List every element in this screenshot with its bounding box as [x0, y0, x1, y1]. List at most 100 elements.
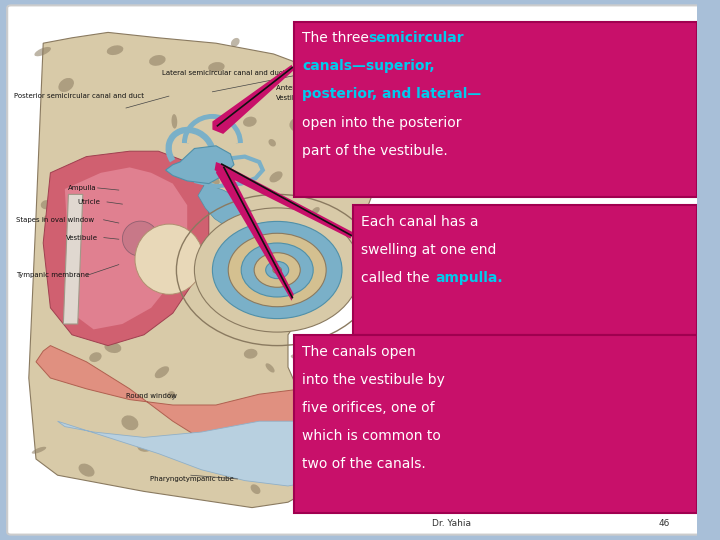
Ellipse shape: [231, 38, 240, 47]
Ellipse shape: [137, 437, 156, 452]
Text: ampulla.: ampulla.: [436, 271, 503, 285]
Ellipse shape: [122, 221, 158, 256]
Text: Vestibule: Vestibule: [66, 234, 98, 241]
Ellipse shape: [86, 173, 99, 186]
FancyBboxPatch shape: [294, 22, 697, 197]
Text: Tympanic membrane: Tympanic membrane: [16, 272, 89, 279]
Ellipse shape: [342, 377, 354, 386]
Text: The canals open: The canals open: [302, 345, 416, 359]
FancyBboxPatch shape: [294, 335, 697, 513]
Polygon shape: [212, 65, 294, 134]
Circle shape: [254, 253, 300, 287]
Text: Ampulla: Ampulla: [68, 185, 97, 191]
Ellipse shape: [132, 156, 150, 168]
Ellipse shape: [326, 293, 347, 307]
Text: part of the vestibule.: part of the vestibule.: [302, 144, 448, 158]
Circle shape: [266, 261, 289, 279]
Text: Each canal has a: Each canal has a: [361, 215, 479, 229]
Text: semicircular: semicircular: [369, 31, 464, 45]
Text: five orifices, one of: five orifices, one of: [302, 401, 435, 415]
FancyBboxPatch shape: [353, 205, 697, 335]
Text: posterior, and lateral—: posterior, and lateral—: [302, 87, 482, 102]
Ellipse shape: [229, 429, 240, 437]
Ellipse shape: [330, 55, 351, 63]
Polygon shape: [43, 151, 209, 346]
Ellipse shape: [107, 45, 123, 55]
Polygon shape: [198, 184, 266, 251]
Ellipse shape: [190, 254, 202, 260]
Ellipse shape: [69, 265, 82, 274]
Ellipse shape: [251, 484, 261, 494]
Ellipse shape: [149, 55, 166, 66]
Text: canals—superior,: canals—superior,: [302, 59, 435, 73]
Ellipse shape: [89, 352, 102, 362]
Ellipse shape: [132, 255, 149, 262]
Ellipse shape: [244, 349, 258, 359]
Text: Scala vestibuli: Scala vestibuli: [385, 311, 436, 318]
Ellipse shape: [326, 382, 334, 392]
Ellipse shape: [171, 114, 177, 129]
Ellipse shape: [140, 157, 158, 171]
Circle shape: [212, 221, 342, 319]
Ellipse shape: [269, 139, 276, 146]
Polygon shape: [216, 165, 294, 301]
Text: Posterior semicircular canal and duct: Posterior semicircular canal and duct: [14, 93, 145, 99]
Polygon shape: [36, 346, 346, 486]
Polygon shape: [63, 194, 83, 324]
Text: open into the posterior: open into the posterior: [302, 116, 462, 130]
Circle shape: [273, 267, 282, 273]
Text: Lateral semicircular canal and duct: Lateral semicircular canal and duct: [162, 70, 286, 76]
Ellipse shape: [122, 415, 138, 430]
Ellipse shape: [67, 164, 83, 175]
Ellipse shape: [135, 224, 203, 294]
Ellipse shape: [331, 453, 338, 459]
Ellipse shape: [32, 447, 46, 454]
Ellipse shape: [148, 202, 163, 212]
Ellipse shape: [287, 261, 300, 271]
Circle shape: [241, 243, 313, 297]
Text: swelling at one end: swelling at one end: [361, 243, 497, 257]
Ellipse shape: [289, 118, 307, 132]
Text: called the: called the: [361, 271, 434, 285]
Ellipse shape: [108, 305, 125, 312]
Ellipse shape: [41, 200, 52, 209]
Text: two of the canals.: two of the canals.: [302, 457, 426, 471]
Text: which is common to: which is common to: [302, 429, 441, 443]
Polygon shape: [29, 32, 374, 508]
Text: Stapes in oval window: Stapes in oval window: [16, 217, 94, 223]
Ellipse shape: [312, 207, 320, 214]
Ellipse shape: [230, 412, 236, 426]
Ellipse shape: [35, 47, 51, 56]
Ellipse shape: [284, 400, 297, 410]
Text: 46: 46: [658, 519, 670, 528]
FancyBboxPatch shape: [7, 5, 713, 535]
Ellipse shape: [58, 78, 74, 92]
Ellipse shape: [208, 62, 225, 72]
Ellipse shape: [208, 174, 220, 184]
Ellipse shape: [269, 171, 282, 183]
Ellipse shape: [167, 391, 175, 399]
Polygon shape: [65, 167, 187, 329]
Ellipse shape: [279, 402, 293, 410]
Polygon shape: [215, 162, 353, 239]
Circle shape: [194, 208, 360, 332]
Ellipse shape: [43, 213, 53, 221]
Text: Dr. Yahia: Dr. Yahia: [432, 519, 471, 528]
Ellipse shape: [310, 125, 327, 131]
Ellipse shape: [293, 82, 302, 89]
Text: Cochlear duct: Cochlear duct: [385, 321, 433, 327]
Ellipse shape: [245, 233, 253, 239]
Ellipse shape: [104, 342, 122, 353]
Ellipse shape: [235, 455, 252, 462]
Ellipse shape: [341, 133, 359, 148]
Text: Utricle: Utricle: [78, 199, 101, 205]
Ellipse shape: [78, 463, 94, 477]
Text: into the vestibule by: into the vestibule by: [302, 373, 445, 387]
Polygon shape: [58, 421, 331, 486]
Ellipse shape: [108, 183, 121, 194]
Ellipse shape: [291, 354, 305, 360]
Ellipse shape: [243, 117, 256, 127]
Bar: [697, 0, 720, 540]
Ellipse shape: [155, 366, 169, 378]
Polygon shape: [166, 146, 234, 184]
